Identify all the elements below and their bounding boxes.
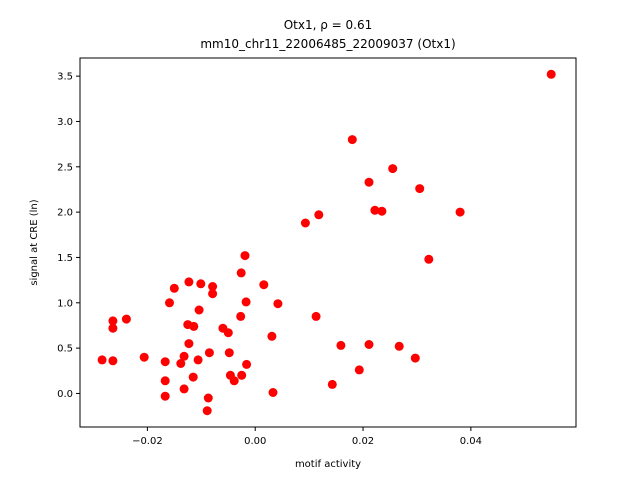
data-point — [188, 372, 198, 382]
data-point — [415, 184, 425, 194]
data-point — [242, 359, 252, 369]
data-point — [364, 177, 374, 187]
data-point — [388, 164, 398, 174]
data-point — [327, 379, 337, 389]
data-point — [160, 391, 170, 401]
x-axis-label: motif activity — [295, 459, 361, 470]
data-point — [410, 353, 420, 363]
data-point — [273, 299, 283, 309]
data-point — [224, 348, 234, 358]
data-point — [176, 359, 186, 368]
data-point — [196, 279, 206, 289]
data-point — [193, 355, 203, 365]
chart-title-line-1: Otx1, ρ = 0.61 — [284, 18, 373, 32]
y-axis-label: signal at CRE (ln) — [29, 199, 40, 285]
data-point — [455, 207, 465, 217]
data-point — [236, 268, 246, 278]
data-point — [354, 365, 364, 375]
y-tick-label: 2.0 — [57, 208, 73, 219]
data-point — [241, 297, 251, 307]
data-point — [108, 323, 118, 333]
data-point — [194, 305, 204, 315]
data-point — [300, 218, 310, 228]
data-point — [121, 314, 131, 324]
y-tick-label: 0.0 — [57, 389, 73, 400]
x-tick-label: 0.02 — [352, 436, 374, 447]
data-point — [108, 316, 118, 326]
data-point — [347, 135, 357, 145]
x-tick-label: 0.00 — [244, 436, 266, 447]
data-point — [424, 254, 434, 264]
data-point — [236, 311, 246, 321]
data-point — [546, 69, 556, 79]
y-tick-label: 0.5 — [57, 344, 73, 355]
data-point — [97, 355, 107, 365]
data-point — [179, 384, 189, 394]
data-point — [377, 206, 387, 216]
data-point — [268, 388, 278, 397]
data-point — [202, 406, 212, 416]
data-point — [203, 393, 213, 403]
data-point — [259, 280, 269, 290]
data-point — [208, 289, 218, 299]
data-point — [336, 340, 346, 350]
data-point — [218, 323, 228, 333]
y-axis-ticks: 0.0 0.5 1.0 1.5 2.0 2.5 3.0 3.5 — [57, 72, 80, 400]
data-point — [240, 251, 250, 261]
data-point — [160, 357, 170, 367]
data-point — [314, 210, 324, 220]
data-point — [229, 376, 239, 386]
chart-title-line-2: mm10_chr11_22006485_22009037 (Otx1) — [200, 37, 455, 51]
data-point — [204, 348, 214, 358]
x-tick-label: 0.04 — [460, 436, 482, 447]
data-point — [179, 351, 189, 361]
plot-frame — [79, 57, 577, 428]
data-points — [97, 69, 556, 416]
y-tick-label: 2.5 — [57, 162, 73, 173]
data-point — [108, 356, 118, 366]
data-point — [364, 340, 374, 349]
y-tick-label: 3.5 — [57, 72, 73, 83]
data-point — [165, 298, 174, 308]
data-point — [189, 321, 199, 331]
data-point — [370, 205, 380, 215]
y-tick-label: 1.5 — [57, 253, 73, 264]
data-point — [160, 376, 170, 386]
data-point — [267, 331, 277, 341]
y-tick-label: 3.0 — [57, 117, 73, 128]
data-point — [208, 282, 218, 291]
x-tick-label: −0.02 — [132, 436, 163, 447]
data-point — [184, 339, 194, 349]
x-axis-ticks: −0.02 0.00 0.02 0.04 — [132, 427, 482, 447]
data-point — [311, 311, 321, 321]
data-point — [184, 277, 194, 287]
data-point — [237, 370, 247, 380]
data-point — [169, 283, 179, 293]
y-tick-label: 1.0 — [57, 298, 73, 309]
data-point — [139, 352, 149, 362]
data-point — [394, 341, 404, 351]
